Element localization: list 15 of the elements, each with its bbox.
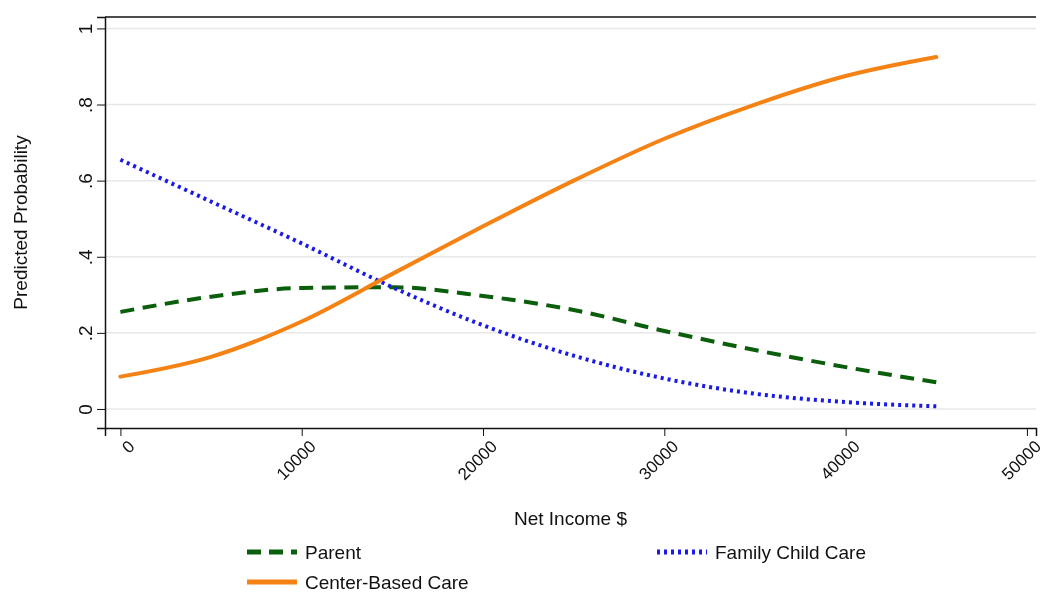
line-series	[118, 157, 939, 409]
line-series	[118, 285, 939, 385]
legend-label: Center-Based Care	[305, 571, 469, 593]
y-axis-title: Predicted Probability	[10, 134, 31, 310]
y-tick-label: .8	[74, 97, 96, 113]
y-tick-label: .4	[74, 248, 96, 266]
y-tick-label: 0	[74, 404, 96, 415]
y-tick-label: .2	[74, 325, 96, 342]
x-axis-title: Net Income $	[514, 508, 628, 529]
legend-label: Family Child Care	[715, 541, 866, 563]
line-series	[118, 54, 939, 379]
x-tick-label: 0	[118, 436, 139, 458]
legend-label: Parent	[305, 541, 362, 563]
y-tick-label: 1	[74, 23, 96, 35]
y-tick-label: .6	[74, 173, 96, 190]
